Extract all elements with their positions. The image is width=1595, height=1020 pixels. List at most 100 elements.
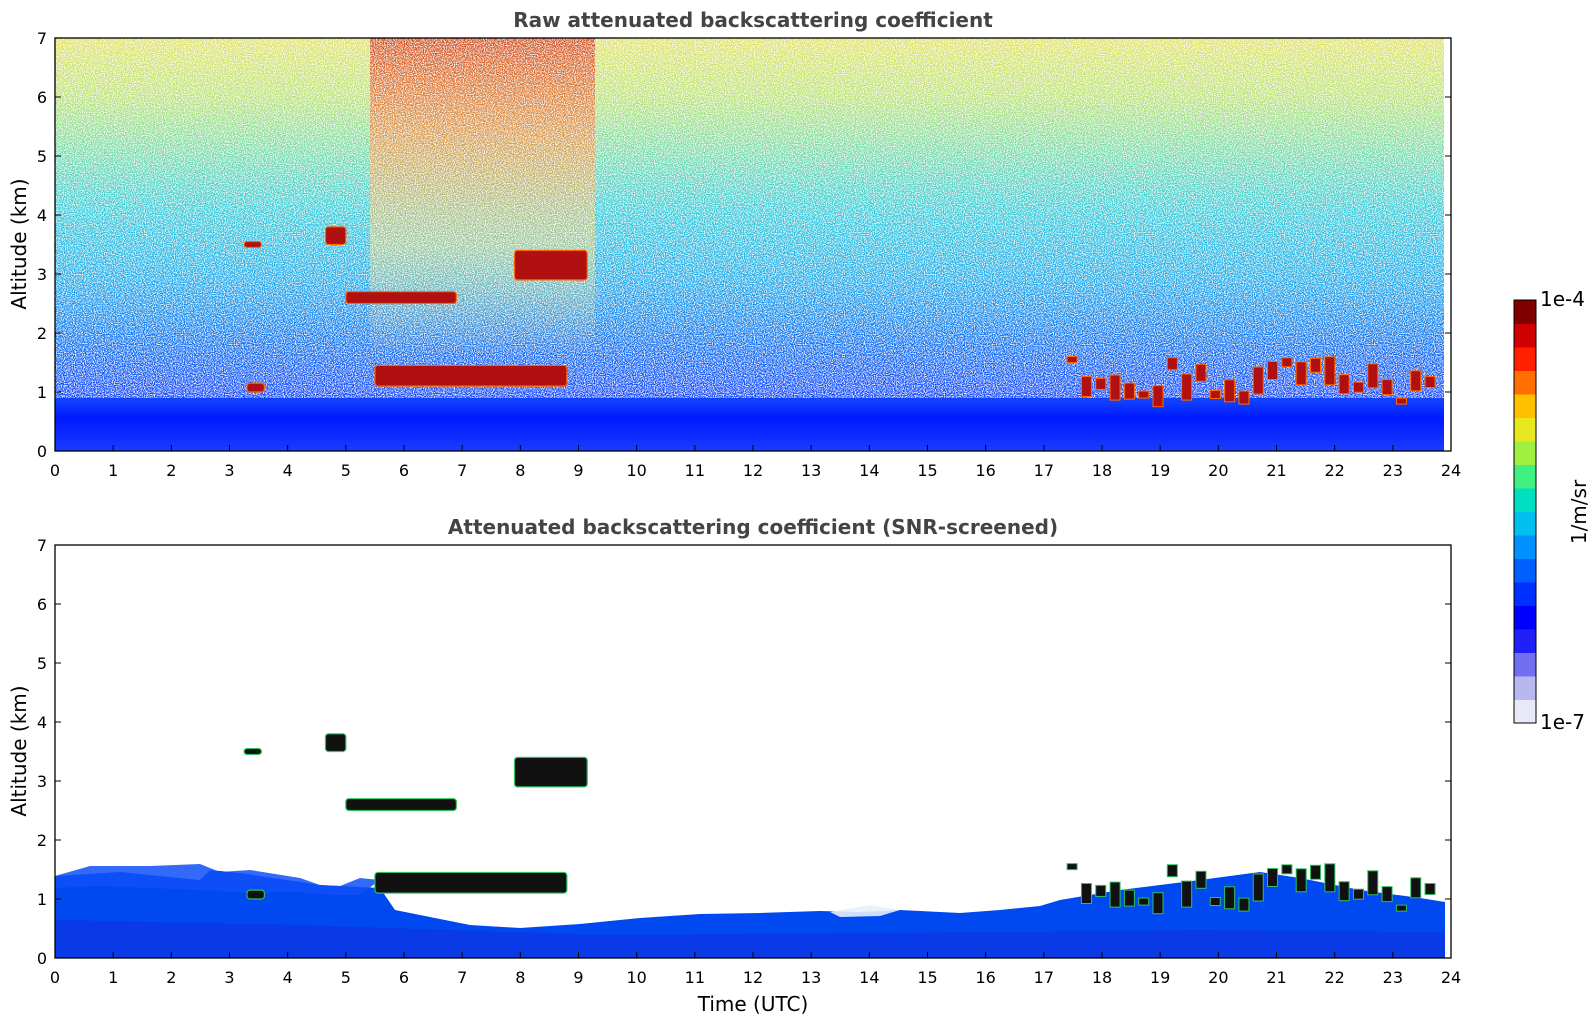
x-tick-label: 15 <box>917 968 937 987</box>
cloud-cell <box>324 226 347 246</box>
cloud-cell <box>243 747 263 756</box>
cloud-feature <box>345 291 457 305</box>
colorbar-max-label: 1e-4 <box>1540 287 1585 311</box>
cloud-cell <box>1080 376 1092 397</box>
panel1-x-axis: 0 1 2 3 4 5 6 7 8 9 10 11 12 13 14 15 16 17 18 19 20 21 22 23 24 <box>50 445 1461 480</box>
x-tick-label: 11 <box>685 968 705 987</box>
x-tick-label: 7 <box>457 461 467 480</box>
x-tick-label: 8 <box>515 461 525 480</box>
cloud-cell <box>1109 881 1121 908</box>
x-tick-label: 3 <box>224 461 234 480</box>
x-tick-label: 21 <box>1266 461 1286 480</box>
cloud-cell <box>1224 886 1236 910</box>
cloud-cell <box>1238 897 1250 912</box>
screened-backscatter-panel: Attenuated backscattering coefficient (S… <box>7 515 1461 1016</box>
colorbar-unit-label: 1/m/sr <box>1567 479 1591 544</box>
x-tick-label: 9 <box>573 461 583 480</box>
cloud-cell <box>1381 886 1393 903</box>
x-tick-label: 5 <box>341 461 351 480</box>
x-tick-label: 6 <box>399 461 409 480</box>
y-tick-label: 6 <box>37 595 47 614</box>
cloud-cell <box>1295 868 1307 893</box>
cloud-cell <box>1281 864 1293 875</box>
cloud-feature <box>243 240 263 249</box>
x-tick-label: 24 <box>1441 461 1461 480</box>
x-tick-label: 20 <box>1208 461 1228 480</box>
screened-cloud-features <box>243 733 1436 915</box>
x-tick-label: 7 <box>457 968 467 987</box>
x-tick-label: 15 <box>917 461 937 480</box>
colorbar-band <box>1514 511 1536 536</box>
x-tick-label: 12 <box>743 461 763 480</box>
y-tick-label: 7 <box>37 29 47 48</box>
cloud-cell <box>1381 379 1393 396</box>
x-tick-label: 18 <box>1092 968 1112 987</box>
panel2-y-axis: 0 1 2 3 4 5 6 7 <box>37 536 1451 968</box>
y-tick-label: 5 <box>37 654 47 673</box>
y-tick-label: 7 <box>37 536 47 555</box>
x-tick-label: 11 <box>685 461 705 480</box>
y-tick-label: 0 <box>37 949 47 968</box>
cloud-cell <box>1338 374 1350 395</box>
colorbar-band <box>1514 629 1536 653</box>
colorbar-band <box>1514 441 1536 465</box>
cloud-cell <box>1152 892 1164 915</box>
panel1-y-axis: 0 1 2 3 4 5 6 7 <box>37 29 1451 461</box>
cloud-cell <box>1195 363 1207 382</box>
cloud-cell <box>1424 883 1436 895</box>
cloud-cell <box>1281 357 1293 368</box>
colorbar-band <box>1514 347 1536 371</box>
cloud-cell <box>1095 377 1107 390</box>
x-tick-label: 18 <box>1092 461 1112 480</box>
cloud-cell <box>1095 884 1107 897</box>
y-tick-label: 2 <box>37 324 47 343</box>
cloud-cell <box>1395 904 1407 912</box>
cloud-cell <box>374 871 568 894</box>
cloud-cell <box>1367 870 1379 896</box>
cloud-feature <box>1066 356 1436 408</box>
screened-low-layer-dark <box>55 920 1445 958</box>
x-tick-label: 8 <box>515 968 525 987</box>
cloud-cell <box>1367 363 1379 389</box>
colorbar-band <box>1514 394 1536 418</box>
cloud-feature <box>246 382 265 393</box>
colorbar-band <box>1514 300 1536 324</box>
cloud-feature <box>243 747 263 756</box>
cloud-cell <box>1310 357 1322 373</box>
cloud-cell <box>1295 361 1307 386</box>
cloud-cell <box>374 364 568 387</box>
y-tick-label: 1 <box>37 890 47 909</box>
y-tick-label: 3 <box>37 265 47 284</box>
cloud-cell <box>1238 390 1250 405</box>
x-tick-label: 0 <box>50 968 60 987</box>
x-tick-label: 14 <box>859 461 879 480</box>
cloud-cell <box>1352 888 1364 900</box>
x-tick-label: 1 <box>108 461 118 480</box>
cloud-cell <box>1310 864 1322 880</box>
x-tick-label: 16 <box>975 461 995 480</box>
x-tick-label: 20 <box>1208 968 1228 987</box>
colorbar-min-label: 1e-7 <box>1540 710 1585 734</box>
cloud-feature <box>1066 863 1436 915</box>
cloud-cell <box>1181 880 1193 908</box>
x-tick-label: 13 <box>801 461 821 480</box>
panel2-x-axis: 0 1 2 3 4 5 6 7 8 9 10 11 12 13 14 15 16 17 18 19 20 21 22 23 24 <box>50 952 1461 987</box>
cloud-cell <box>1123 889 1135 907</box>
x-tick-label: 14 <box>859 968 879 987</box>
x-tick-label: 17 <box>1034 968 1054 987</box>
cloud-cell <box>345 291 457 305</box>
colorbar-band <box>1514 488 1536 512</box>
x-tick-label: 10 <box>626 968 646 987</box>
x-tick-label: 12 <box>743 968 763 987</box>
cloud-cell <box>246 382 265 393</box>
cloud-cell <box>1166 357 1178 371</box>
colorbar-band <box>1514 417 1536 442</box>
cloud-cell <box>1324 356 1336 386</box>
cloud-cell <box>243 240 263 249</box>
colorbar-band <box>1514 464 1536 489</box>
cloud-cell <box>1338 881 1350 902</box>
x-tick-label: 5 <box>341 968 351 987</box>
cloud-cell <box>1181 373 1193 401</box>
cloud-cell <box>1352 381 1364 393</box>
